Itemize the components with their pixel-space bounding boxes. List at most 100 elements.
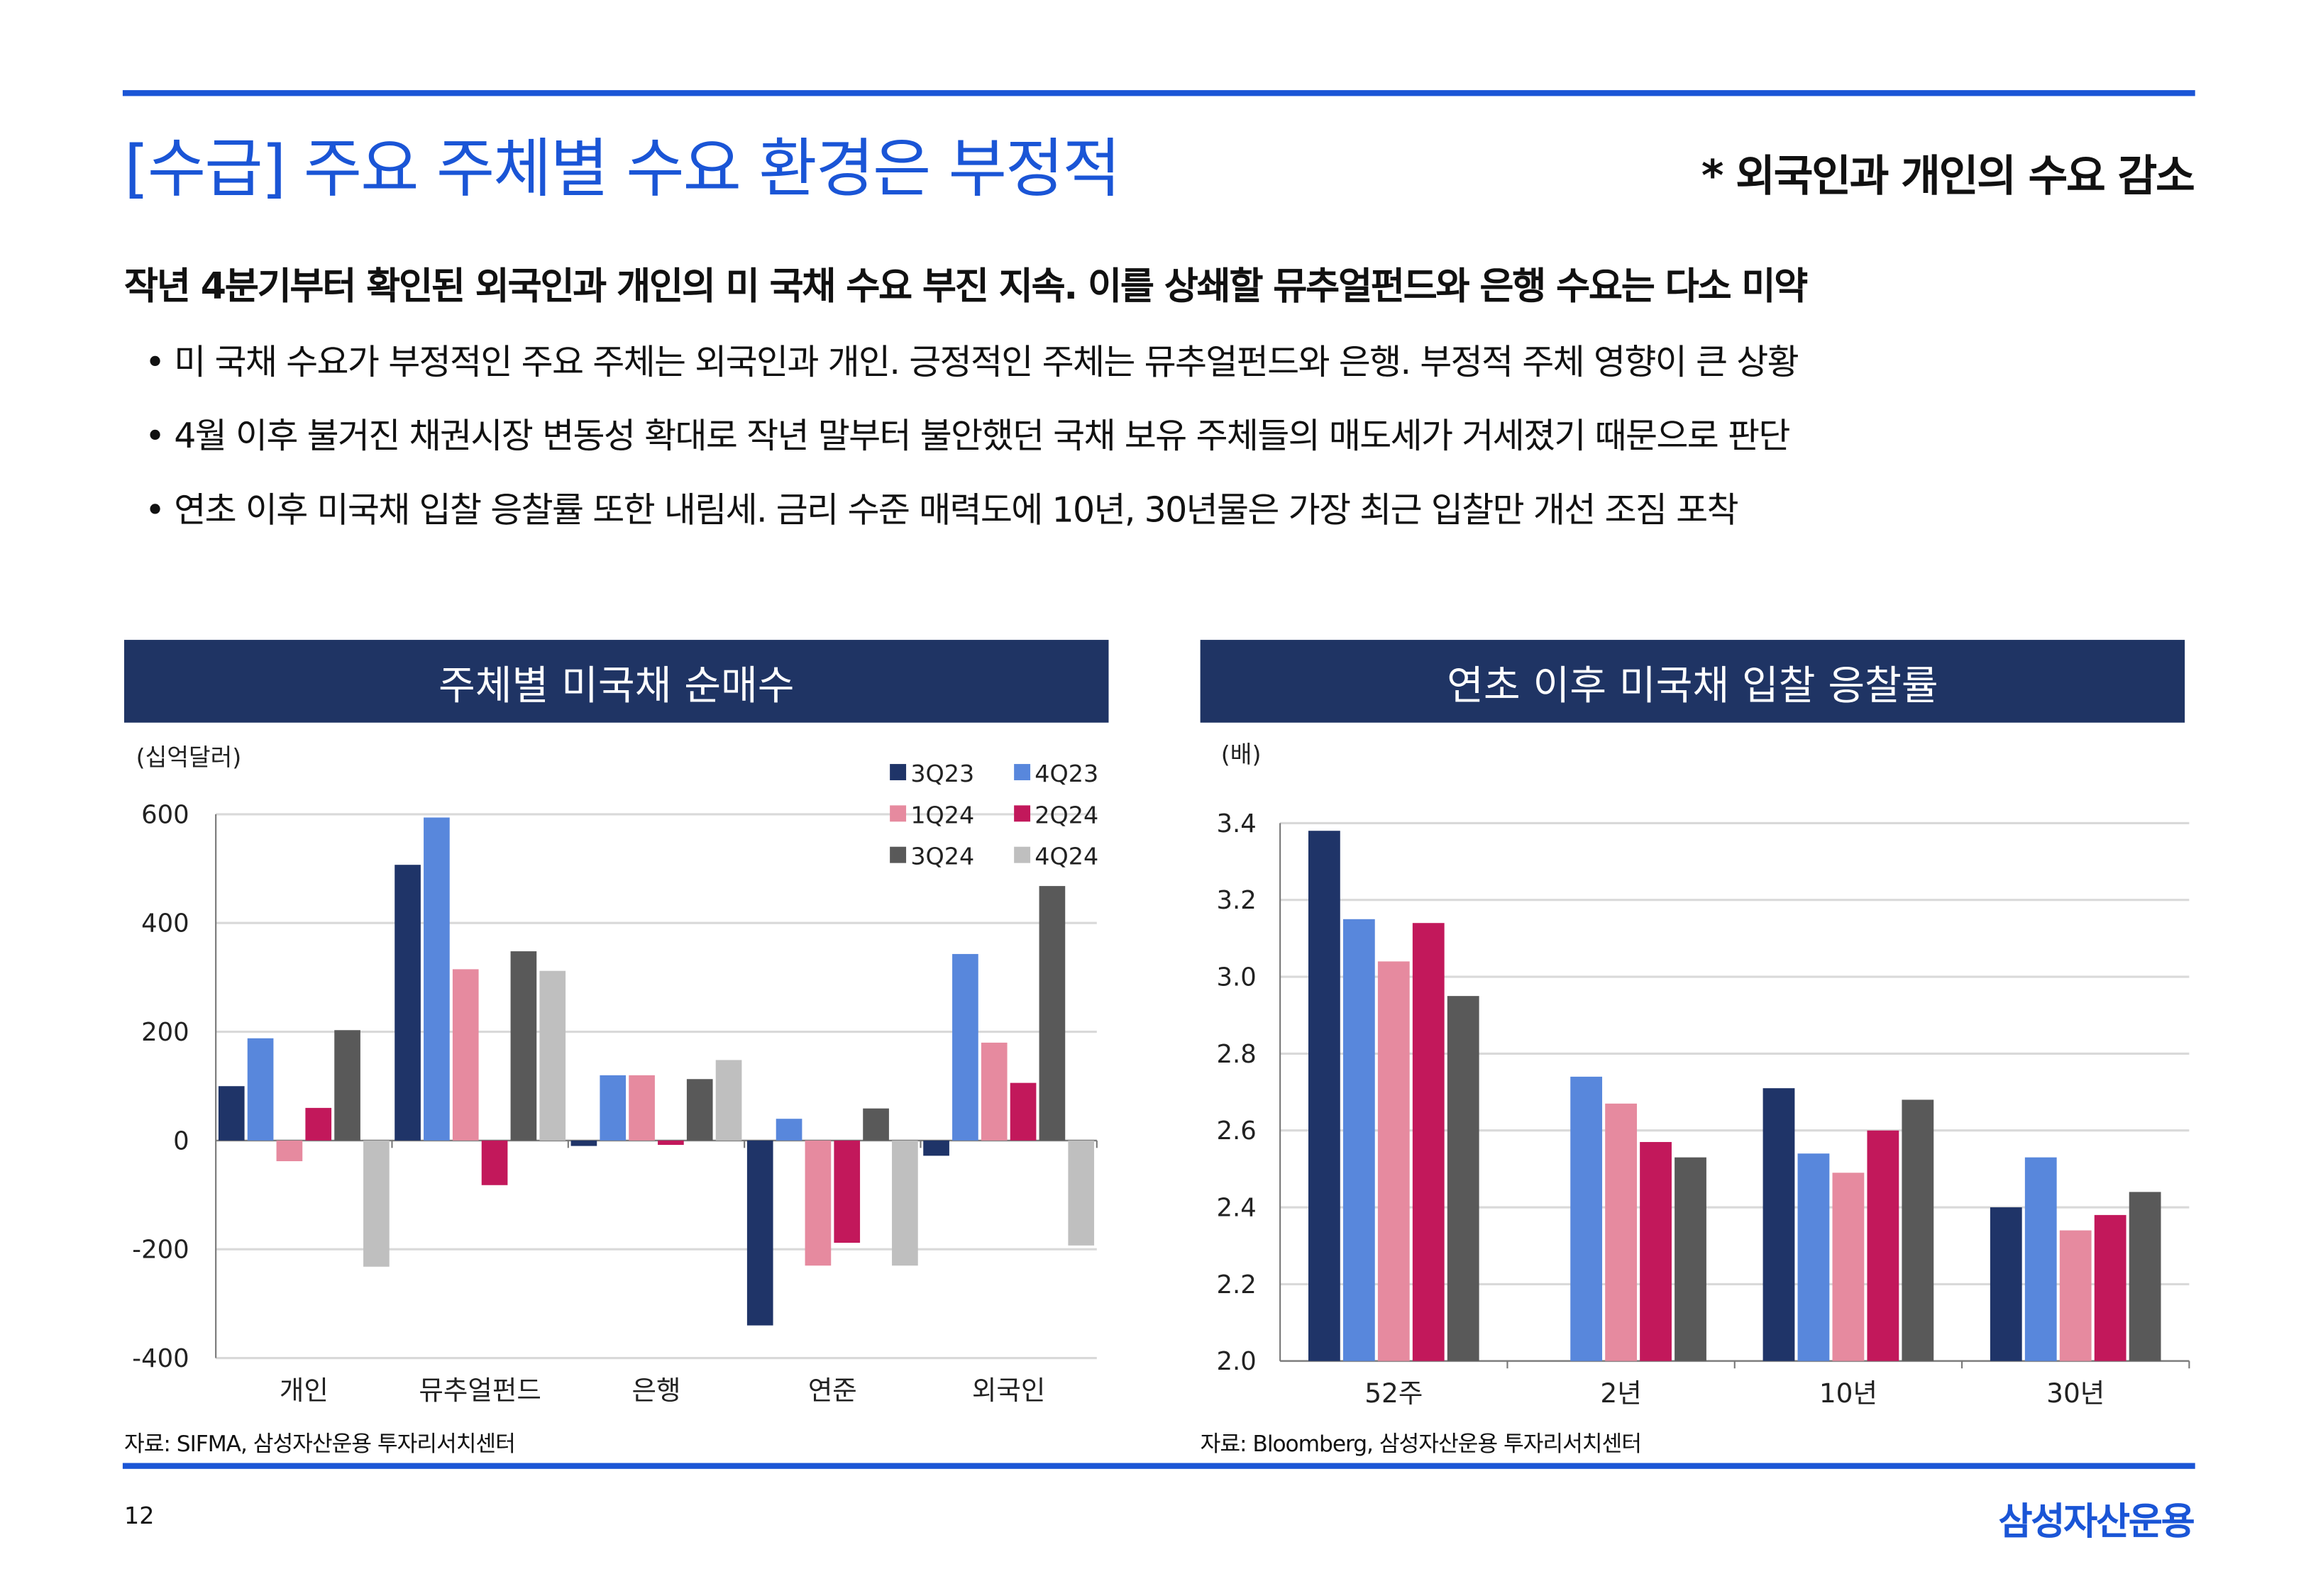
bar-series-2-30년 <box>2024 1157 2057 1361</box>
bar-series-5-10년 <box>1902 1099 1934 1361</box>
y-tick-label: -200 <box>132 1236 189 1265</box>
y-tick-label: 3.4 <box>1216 809 1256 838</box>
bar-2Q24-은행 <box>658 1140 684 1146</box>
bar-3Q23-외국인 <box>923 1140 949 1156</box>
legend-label-1Q24: 1Q24 <box>910 801 974 829</box>
y-tick-label: 200 <box>141 1018 189 1047</box>
lead-text: 작년 4분기부터 확인된 외국인과 개인의 미 국채 수요 부진 지속. 이를 … <box>123 264 1808 308</box>
bar-1Q24-뮤추얼펀드 <box>452 969 479 1141</box>
legend-swatch-1Q24 <box>890 805 907 822</box>
chart1-title: 주체별 미국채 순매수 <box>123 640 1109 723</box>
company-logo: 삼성자산운용 <box>1998 1500 2195 1543</box>
bar-1Q24-외국인 <box>981 1042 1008 1141</box>
x-tick-label: 10년 <box>1819 1378 1877 1409</box>
bar-1Q24-연준 <box>805 1140 832 1266</box>
y-tick-label: 600 <box>141 800 189 829</box>
bar-series-4-30년 <box>2094 1214 2126 1361</box>
y-tick-label: 0 <box>173 1126 189 1156</box>
bar-2Q24-뮤추얼펀드 <box>481 1140 508 1185</box>
bar-series-3-30년 <box>2059 1230 2092 1361</box>
legend-swatch-3Q24 <box>890 846 907 863</box>
bar-series-2-52주 <box>1342 919 1375 1361</box>
y-tick-label: 2.2 <box>1216 1270 1256 1299</box>
bar-3Q24-외국인 <box>1039 886 1066 1141</box>
headline-tag: * 외국인과 개인의 수요 감소 <box>1701 150 2195 201</box>
chart2-unit: (배) <box>1221 741 1262 768</box>
x-tick-label: 52주 <box>1364 1378 1423 1409</box>
bar-series-4-52주 <box>1412 923 1445 1361</box>
bar-4Q23-연준 <box>776 1119 802 1141</box>
bar-1Q24-개인 <box>276 1140 303 1162</box>
bar-3Q24-개인 <box>334 1030 360 1141</box>
y-tick-label: 3.0 <box>1216 963 1256 992</box>
bar-series-3-52주 <box>1377 961 1410 1361</box>
bar-3Q23-뮤추얼펀드 <box>395 865 421 1141</box>
bar-series-4-2년 <box>1640 1141 1672 1361</box>
bar-4Q23-뮤추얼펀드 <box>424 817 450 1141</box>
bar-3Q23-연준 <box>746 1140 773 1326</box>
bar-series-5-52주 <box>1447 996 1479 1361</box>
bar-series-2-2년 <box>1570 1076 1603 1361</box>
bar-series-1-52주 <box>1308 831 1340 1361</box>
y-tick-label: -400 <box>132 1344 189 1373</box>
page-number: 12 <box>123 1501 155 1530</box>
legend-swatch-3Q23 <box>890 764 907 780</box>
bullet-2: • 4월 이후 불거진 채권시장 변동성 확대로 작년 말부터 불안했던 국채 … <box>145 415 1790 457</box>
legend-label-4Q23: 4Q23 <box>1035 760 1098 787</box>
chart1-source: 자료: SIFMA, 삼성자산운용 투자리서치센터 <box>123 1430 516 1458</box>
bar-4Q24-뮤추얼펀드 <box>539 970 566 1141</box>
x-tick-label: 외국인 <box>972 1375 1045 1406</box>
bar-series-5-30년 <box>2129 1192 2161 1361</box>
bar-3Q24-뮤추얼펀드 <box>510 951 537 1141</box>
bar-series-3-2년 <box>1605 1103 1637 1361</box>
page-title: [수급] 주요 주체별 수요 환경은 부정적 <box>123 133 1121 207</box>
bullet-3: • 연초 이후 미국채 입찰 응찰률 또한 내림세. 금리 수준 매력도에 10… <box>145 489 1738 531</box>
bar-series-1-30년 <box>1990 1207 2022 1361</box>
x-tick-label: 2년 <box>1600 1378 1641 1409</box>
bar-4Q24-외국인 <box>1068 1140 1095 1246</box>
bar-4Q24-은행 <box>715 1060 742 1141</box>
y-tick-label: 2.6 <box>1216 1116 1256 1146</box>
bar-series-5-2년 <box>1675 1157 1706 1361</box>
legend-swatch-4Q24 <box>1014 846 1031 863</box>
bar-1Q24-은행 <box>629 1075 655 1141</box>
y-tick-label: 2.8 <box>1216 1040 1256 1069</box>
x-tick-label: 연준 <box>808 1375 857 1406</box>
y-tick-label: 2.4 <box>1216 1194 1256 1223</box>
chart2-title: 연초 이후 미국채 입찰 응찰률 <box>1200 640 2185 723</box>
bottom-rule <box>122 1463 2195 1469</box>
legend-label-2Q24: 2Q24 <box>1035 801 1098 829</box>
legend-swatch-2Q24 <box>1014 805 1031 822</box>
bar-series-3-10년 <box>1832 1173 1865 1361</box>
bar-3Q24-연준 <box>863 1108 889 1141</box>
legend-label-4Q24: 4Q24 <box>1035 843 1098 870</box>
bar-4Q23-외국인 <box>952 953 978 1141</box>
top-rule <box>122 90 2195 96</box>
chart2-source: 자료: Bloomberg, 삼성자산운용 투자리서치센터 <box>1200 1430 1642 1458</box>
bar-4Q24-연준 <box>892 1140 918 1266</box>
x-tick-label: 개인 <box>280 1375 329 1406</box>
y-tick-label: 3.2 <box>1216 886 1256 915</box>
bar-4Q23-은행 <box>600 1075 627 1141</box>
y-tick-label: 400 <box>141 909 189 938</box>
y-tick-label: 2.0 <box>1216 1347 1256 1376</box>
x-tick-label: 뮤추얼펀드 <box>419 1375 541 1406</box>
bar-4Q24-개인 <box>363 1140 390 1267</box>
x-tick-label: 은행 <box>631 1375 680 1406</box>
bar-3Q24-은행 <box>686 1079 713 1141</box>
legend-swatch-4Q23 <box>1014 764 1031 780</box>
bar-3Q23-은행 <box>570 1140 597 1146</box>
x-tick-label: 30년 <box>2046 1378 2104 1409</box>
bar-2Q24-외국인 <box>1010 1082 1037 1141</box>
bar-3Q23-개인 <box>218 1086 245 1141</box>
bar-series-2-10년 <box>1797 1153 1830 1361</box>
bullet-1: • 미 국채 수요가 부정적인 주요 주체는 외국인과 개인. 긍정적인 주체는… <box>145 341 1799 383</box>
legend-label-3Q24: 3Q24 <box>910 843 974 870</box>
legend-label-3Q23: 3Q23 <box>910 760 974 787</box>
bar-4Q23-개인 <box>247 1038 274 1141</box>
bar-series-4-10년 <box>1867 1130 1899 1361</box>
bar-2Q24-개인 <box>305 1107 332 1141</box>
bar-series-1-10년 <box>1762 1088 1795 1361</box>
